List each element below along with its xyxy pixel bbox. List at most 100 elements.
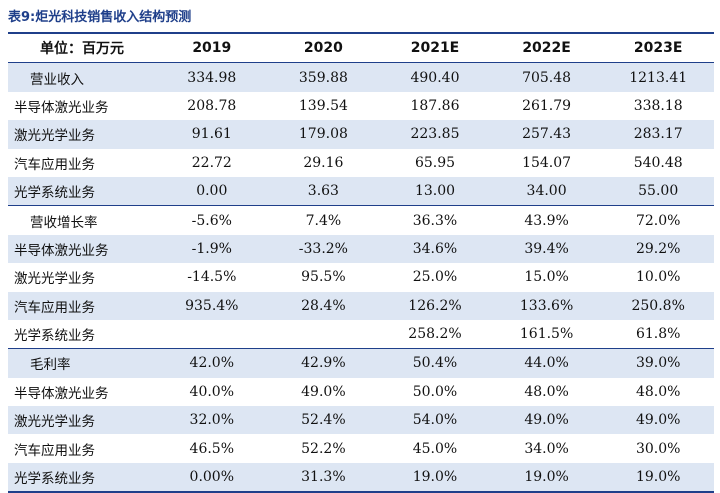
table-cell: 283.17	[602, 120, 714, 149]
row-label: 光学系统业务	[8, 462, 156, 493]
table-cell: 25.0%	[379, 263, 491, 292]
table-cell: 19.0%	[490, 462, 603, 493]
table-cell: 48.0%	[602, 377, 714, 407]
table-row: 半导体激光业务 208.78 139.54 187.86 261.79 338.18	[8, 91, 714, 121]
table-cell: 13.00	[379, 176, 491, 207]
table-cell: 126.2%	[379, 291, 491, 320]
table-cell: 95.5%	[267, 263, 380, 292]
year-header: 2020	[267, 33, 380, 64]
table-cell: 258.2%	[379, 319, 491, 350]
table-cell: 52.4%	[267, 406, 380, 435]
table-row: 光学系统业务 0.00 3.63 13.00 34.00 55.00	[8, 176, 714, 207]
table-cell: 187.86	[379, 91, 491, 121]
table-cell: 34.6%	[379, 234, 491, 264]
table-cell: 55.00	[602, 176, 714, 207]
table-cell: 43.9%	[490, 205, 603, 235]
table-cell: 39.0%	[602, 348, 714, 378]
table-cell: 36.3%	[379, 205, 491, 235]
unit-label: 单位：百万元	[8, 33, 156, 64]
table-row: 光学系统业务 258.2% 161.5% 61.8%	[8, 319, 714, 350]
row-label: 半导体激光业务	[8, 91, 156, 121]
table-cell: -1.9%	[156, 234, 268, 264]
table-cell: 154.07	[490, 148, 603, 177]
table-cell: 139.54	[267, 91, 380, 121]
row-label: 光学系统业务	[8, 176, 156, 207]
table-cell: 250.8%	[602, 291, 714, 320]
table-row: 半导体激光业务 40.0% 49.0% 50.0% 48.0% 48.0%	[8, 377, 714, 407]
revenue-forecast-table: 单位：百万元 2019 2020 2021E 2022E 2023E 营业收入 3…	[8, 32, 714, 493]
year-header: 2022E	[490, 33, 603, 64]
table-cell: 45.0%	[379, 434, 491, 463]
table-row: 激光光学业务 32.0% 52.4% 54.0% 49.0% 49.0%	[8, 406, 714, 435]
table-cell: 22.72	[156, 148, 268, 177]
table-cell: 61.8%	[602, 319, 714, 350]
table-cell: 15.0%	[490, 263, 603, 292]
table-cell	[267, 319, 380, 350]
year-header: 2021E	[379, 33, 491, 64]
table-cell: 208.78	[156, 91, 268, 121]
row-label: 激光光学业务	[8, 120, 156, 149]
table-cell: 42.0%	[156, 348, 268, 378]
table-cell: 257.43	[490, 120, 603, 149]
row-label: 毛利率	[8, 348, 156, 378]
table-cell: 32.0%	[156, 406, 268, 435]
table-cell: 29.2%	[602, 234, 714, 264]
row-label: 汽车应用业务	[8, 291, 156, 320]
table-cell	[156, 319, 268, 350]
table-cell: 1213.41	[602, 62, 714, 92]
table-body: 营业收入 334.98 359.88 490.40 705.48 1213.41 半导体激光…	[8, 62, 714, 493]
table-cell: 54.0%	[379, 406, 491, 435]
table-cell: 46.5%	[156, 434, 268, 463]
row-label: 激光光学业务	[8, 263, 156, 292]
table-row: 营收增长率 -5.6% 7.4% 36.3% 43.9% 72.0%	[8, 205, 714, 235]
year-header: 2019	[156, 33, 268, 64]
table-cell: 39.4%	[490, 234, 603, 264]
row-label: 汽车应用业务	[8, 148, 156, 177]
table-cell: 19.0%	[379, 462, 491, 493]
table-cell: -5.6%	[156, 205, 268, 235]
table-cell: 7.4%	[267, 205, 380, 235]
row-label: 半导体激光业务	[8, 234, 156, 264]
table-cell: 28.4%	[267, 291, 380, 320]
table-cell: 72.0%	[602, 205, 714, 235]
row-label: 营业收入	[8, 62, 156, 92]
table-header-row: 单位：百万元 2019 2020 2021E 2022E 2023E	[8, 33, 714, 64]
table-cell: 705.48	[490, 62, 603, 92]
table-cell: -33.2%	[267, 234, 380, 264]
table-cell: 30.0%	[602, 434, 714, 463]
table-cell: 334.98	[156, 62, 268, 92]
table-cell: 10.0%	[602, 263, 714, 292]
row-label: 营收增长率	[8, 205, 156, 235]
table-cell: 338.18	[602, 91, 714, 121]
row-label: 半导体激光业务	[8, 377, 156, 407]
table-cell: 49.0%	[267, 377, 380, 407]
table-cell: 179.08	[267, 120, 380, 149]
table-row: 营业收入 334.98 359.88 490.40 705.48 1213.41	[8, 62, 714, 92]
table-cell: 161.5%	[490, 319, 603, 350]
table-cell: 42.9%	[267, 348, 380, 378]
table-cell: 65.95	[379, 148, 491, 177]
table-row: 汽车应用业务 935.4% 28.4% 126.2% 133.6% 250.8%	[8, 291, 714, 320]
table-cell: 40.0%	[156, 377, 268, 407]
table-cell: 0.00%	[156, 462, 268, 493]
table-cell: 49.0%	[490, 406, 603, 435]
table-cell: 34.00	[490, 176, 603, 207]
table-cell: 223.85	[379, 120, 491, 149]
table-cell: 50.4%	[379, 348, 491, 378]
table-cell: -14.5%	[156, 263, 268, 292]
year-header: 2023E	[602, 33, 714, 64]
table-row: 半导体激光业务 -1.9% -33.2% 34.6% 39.4% 29.2%	[8, 234, 714, 264]
table-cell: 540.48	[602, 148, 714, 177]
table-cell: 935.4%	[156, 291, 268, 320]
table-cell: 31.3%	[267, 462, 380, 493]
row-label: 激光光学业务	[8, 406, 156, 435]
table-row: 汽车应用业务 22.72 29.16 65.95 154.07 540.48	[8, 148, 714, 177]
table-cell: 0.00	[156, 176, 268, 207]
table-caption: 表9:炬光科技销售收入结构预测	[8, 10, 192, 25]
table-cell: 49.0%	[602, 406, 714, 435]
table-cell: 52.2%	[267, 434, 380, 463]
table-cell: 48.0%	[490, 377, 603, 407]
table-cell: 44.0%	[490, 348, 603, 378]
table-row: 激光光学业务 -14.5% 95.5% 25.0% 15.0% 10.0%	[8, 263, 714, 292]
table-cell: 133.6%	[490, 291, 603, 320]
